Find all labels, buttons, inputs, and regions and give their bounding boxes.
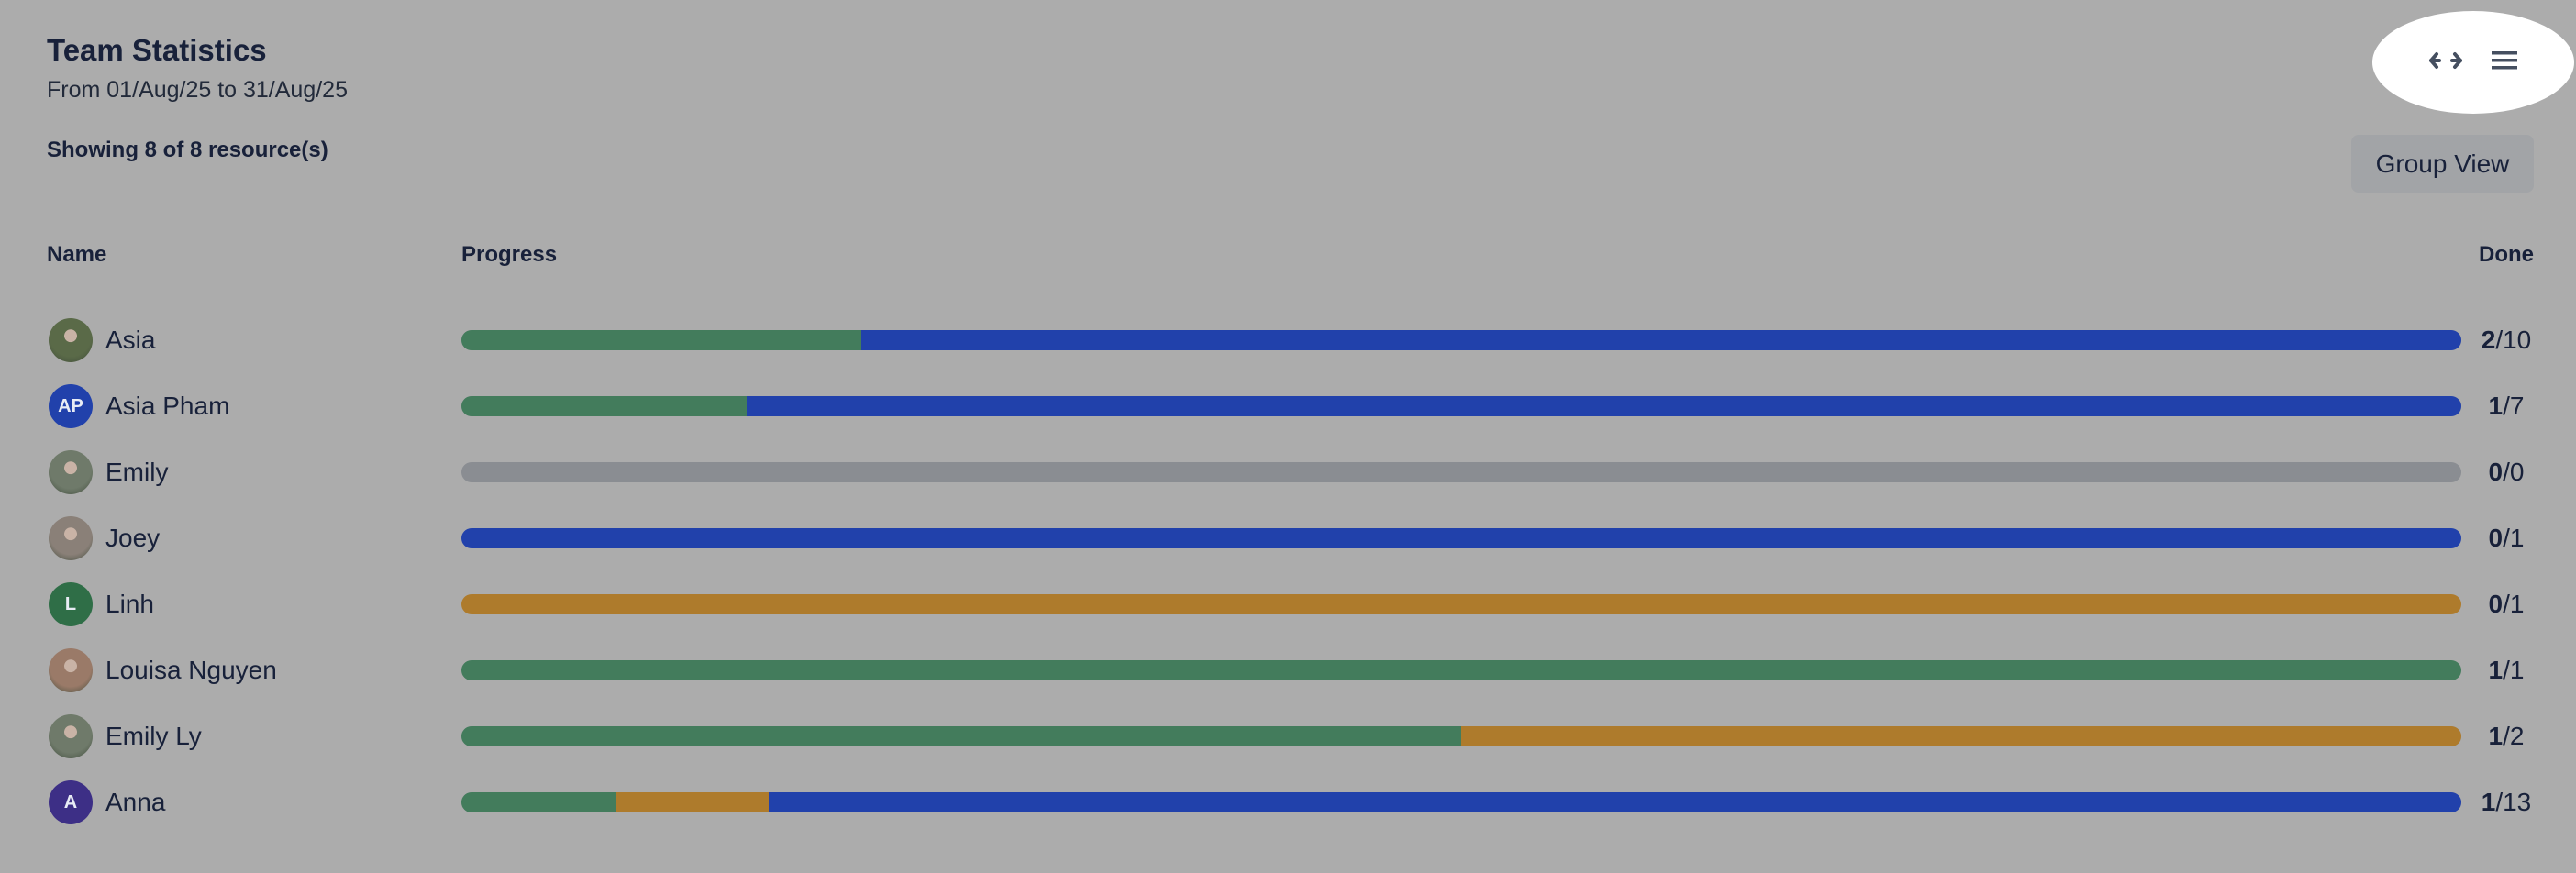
progress-bar	[461, 528, 2461, 548]
date-range: From 01/Aug/25 to 31/Aug/25	[47, 77, 348, 103]
resource-name: Asia Pham	[105, 392, 230, 420]
avatar	[49, 318, 93, 362]
resource-name: Louisa Nguyen	[105, 656, 277, 684]
done-value: 0	[2488, 524, 2504, 552]
resource-count: Showing 8 of 8 resource(s)	[47, 138, 328, 162]
separator: /	[2503, 392, 2510, 420]
avatar	[49, 450, 93, 494]
total-value: 7	[2509, 392, 2525, 420]
avatar: L	[49, 582, 93, 626]
separator: /	[2495, 326, 2504, 354]
table-row[interactable]: Asia 2/10	[0, 307, 2576, 373]
progress-bar	[461, 660, 2461, 680]
page-title: Team Statistics	[47, 33, 267, 67]
total-value: 2	[2509, 722, 2525, 750]
table-row[interactable]: L Linh 0/1	[0, 571, 2576, 637]
table-row[interactable]: AP Asia Pham 1/7	[0, 373, 2576, 439]
separator: /	[2503, 722, 2510, 750]
progress-bar	[461, 594, 2461, 614]
avatar: AP	[49, 384, 93, 428]
arrows-left-right-icon[interactable]	[2427, 48, 2464, 73]
done-count: 1/13	[2468, 788, 2545, 817]
total-value: 10	[2503, 326, 2532, 354]
done-count: 0/1	[2468, 524, 2545, 553]
progress-segment-done	[461, 792, 616, 812]
done-value: 0	[2488, 590, 2504, 618]
toolbar-highlight	[2372, 11, 2574, 114]
progress-segment-done	[461, 660, 2461, 680]
done-value: 2	[2481, 326, 2496, 354]
progress-bar	[461, 792, 2461, 812]
total-value: 1	[2509, 524, 2525, 552]
done-count: 0/1	[2468, 590, 2545, 619]
progress-segment-todo	[861, 330, 2461, 350]
resource-name: Asia	[105, 326, 156, 354]
resource-name: Joey	[105, 524, 161, 552]
done-count: 1/7	[2468, 392, 2545, 421]
table-row[interactable]: Emily 0/0	[0, 439, 2576, 505]
resource-name: Anna	[105, 788, 166, 816]
total-value: 13	[2503, 788, 2532, 816]
resource-name: Emily Ly	[105, 722, 202, 750]
progress-segment-todo	[461, 528, 2461, 548]
column-header-done: Done	[2479, 242, 2534, 267]
avatar	[49, 516, 93, 560]
done-value: 1	[2488, 656, 2504, 684]
progress-segment-in-progress	[1461, 726, 2461, 746]
done-value: 1	[2481, 788, 2496, 816]
progress-bar	[461, 462, 2461, 482]
done-count: 1/1	[2468, 656, 2545, 685]
group-view-button[interactable]: Group View	[2351, 135, 2534, 193]
table-row[interactable]: A Anna 1/13	[0, 769, 2576, 835]
separator: /	[2503, 656, 2510, 684]
column-header-progress: Progress	[461, 242, 558, 267]
done-value: 0	[2488, 458, 2504, 486]
avatar: A	[49, 780, 93, 824]
progress-bar	[461, 396, 2461, 416]
progress-bar	[461, 726, 2461, 746]
column-header-name: Name	[47, 242, 107, 267]
table-row[interactable]: Louisa Nguyen 1/1	[0, 637, 2576, 703]
total-value: 0	[2509, 458, 2525, 486]
done-count: 0/0	[2468, 458, 2545, 487]
resource-name: Emily	[105, 458, 169, 486]
progress-segment-done	[461, 396, 748, 416]
done-value: 1	[2488, 392, 2504, 420]
done-value: 1	[2488, 722, 2504, 750]
progress-segment-in-progress	[461, 594, 2461, 614]
progress-segment-done	[461, 726, 1461, 746]
avatar	[49, 648, 93, 692]
total-value: 1	[2509, 656, 2525, 684]
progress-segment-todo	[769, 792, 2461, 812]
progress-segment-done	[461, 330, 861, 350]
done-count: 1/2	[2468, 722, 2545, 751]
done-count: 2/10	[2468, 326, 2545, 355]
separator: /	[2495, 788, 2504, 816]
hamburger-menu-icon[interactable]	[2490, 48, 2519, 73]
resource-name: Linh	[105, 590, 154, 618]
avatar	[49, 714, 93, 758]
progress-bar	[461, 330, 2461, 350]
progress-segment-in-progress	[615, 792, 770, 812]
progress-segment-todo	[747, 396, 2461, 416]
table-row[interactable]: Emily Ly 1/2	[0, 703, 2576, 769]
separator: /	[2503, 458, 2510, 486]
separator: /	[2503, 590, 2510, 618]
table-row[interactable]: Joey 0/1	[0, 505, 2576, 571]
total-value: 1	[2509, 590, 2525, 618]
separator: /	[2503, 524, 2510, 552]
